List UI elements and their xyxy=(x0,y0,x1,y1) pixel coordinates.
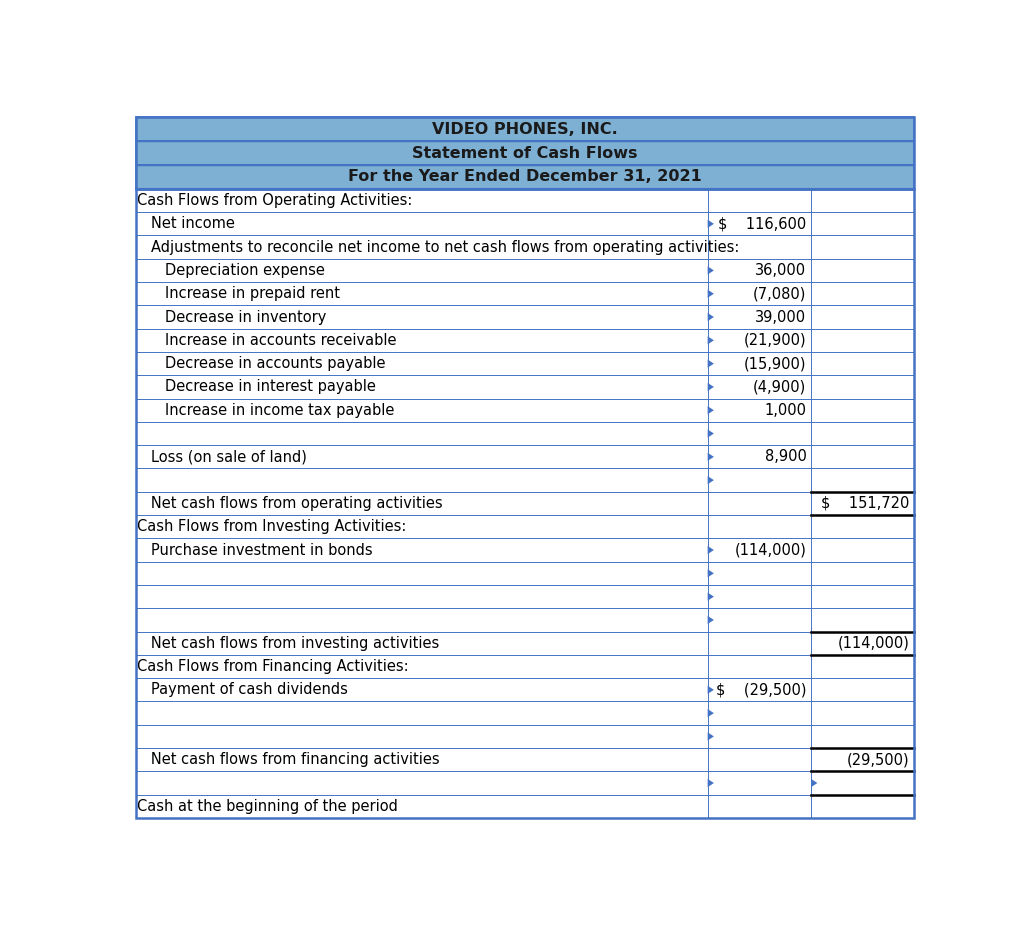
Polygon shape xyxy=(708,219,714,228)
Bar xyxy=(136,189,913,212)
Text: (21,900): (21,900) xyxy=(743,332,807,348)
Bar xyxy=(136,306,913,329)
Bar xyxy=(136,795,913,818)
Bar xyxy=(136,118,913,141)
Text: Increase in prepaid rent: Increase in prepaid rent xyxy=(165,286,340,301)
Text: Cash at the beginning of the period: Cash at the beginning of the period xyxy=(137,799,398,814)
Text: (7,080): (7,080) xyxy=(753,286,807,301)
Bar xyxy=(136,632,913,655)
Text: Purchase investment in bonds: Purchase investment in bonds xyxy=(152,543,373,557)
Bar xyxy=(136,469,913,492)
Polygon shape xyxy=(708,779,714,787)
Bar xyxy=(136,515,913,538)
Text: (4,900): (4,900) xyxy=(754,380,807,394)
Text: $    151,720: $ 151,720 xyxy=(821,496,909,511)
Bar xyxy=(136,212,913,235)
Polygon shape xyxy=(708,569,714,578)
Bar xyxy=(136,258,913,282)
Polygon shape xyxy=(708,546,714,554)
Bar xyxy=(136,725,913,748)
Bar xyxy=(136,608,913,632)
Text: (114,000): (114,000) xyxy=(734,543,807,557)
Polygon shape xyxy=(708,686,714,694)
Bar xyxy=(136,189,913,818)
Polygon shape xyxy=(708,732,714,741)
Polygon shape xyxy=(708,476,714,484)
Text: $    116,600: $ 116,600 xyxy=(718,217,807,232)
Bar xyxy=(136,165,913,189)
Polygon shape xyxy=(811,779,817,787)
Text: Net cash flows from operating activities: Net cash flows from operating activities xyxy=(137,496,443,511)
Bar xyxy=(136,492,913,515)
Text: 39,000: 39,000 xyxy=(756,309,807,324)
Bar xyxy=(136,398,913,422)
Polygon shape xyxy=(708,359,714,368)
Text: Increase in accounts receivable: Increase in accounts receivable xyxy=(165,332,396,348)
Text: Adjustments to reconcile net income to net cash flows from operating activities:: Adjustments to reconcile net income to n… xyxy=(152,240,739,255)
Bar xyxy=(136,235,913,258)
Polygon shape xyxy=(708,593,714,601)
Text: For the Year Ended December 31, 2021: For the Year Ended December 31, 2021 xyxy=(348,169,701,184)
Bar xyxy=(136,375,913,398)
Text: 8,900: 8,900 xyxy=(765,449,807,464)
Text: (29,500): (29,500) xyxy=(847,752,909,768)
Polygon shape xyxy=(708,267,714,274)
Text: (15,900): (15,900) xyxy=(744,357,807,371)
Text: $    (29,500): $ (29,500) xyxy=(716,682,807,697)
Text: Payment of cash dividends: Payment of cash dividends xyxy=(152,682,348,697)
Text: Net cash flows from financing activities: Net cash flows from financing activities xyxy=(137,752,440,768)
Bar xyxy=(136,352,913,375)
Polygon shape xyxy=(708,430,714,438)
Bar xyxy=(136,655,913,678)
Polygon shape xyxy=(708,407,714,414)
Polygon shape xyxy=(708,382,714,391)
Text: Decrease in inventory: Decrease in inventory xyxy=(165,309,327,324)
Bar xyxy=(136,538,913,562)
Bar xyxy=(136,445,913,469)
Text: Depreciation expense: Depreciation expense xyxy=(165,263,325,278)
Text: Increase in income tax payable: Increase in income tax payable xyxy=(165,403,394,418)
Text: Net income: Net income xyxy=(152,217,236,232)
Polygon shape xyxy=(708,336,714,344)
Text: Cash Flows from Financing Activities:: Cash Flows from Financing Activities: xyxy=(137,659,409,674)
Text: Cash Flows from Investing Activities:: Cash Flows from Investing Activities: xyxy=(137,519,407,534)
Bar xyxy=(136,702,913,725)
Bar xyxy=(136,141,913,165)
Polygon shape xyxy=(708,290,714,298)
Polygon shape xyxy=(708,453,714,461)
Bar xyxy=(136,585,913,608)
Polygon shape xyxy=(708,313,714,321)
Text: Decrease in accounts payable: Decrease in accounts payable xyxy=(165,357,386,371)
Bar xyxy=(136,282,913,306)
Text: Loss (on sale of land): Loss (on sale of land) xyxy=(152,449,307,464)
Text: 1,000: 1,000 xyxy=(765,403,807,418)
Bar xyxy=(136,422,913,445)
Bar xyxy=(136,678,913,702)
Bar xyxy=(136,118,913,189)
Polygon shape xyxy=(708,709,714,718)
Text: Decrease in interest payable: Decrease in interest payable xyxy=(165,380,376,394)
Bar xyxy=(136,562,913,585)
Text: 36,000: 36,000 xyxy=(756,263,807,278)
Text: (114,000): (114,000) xyxy=(838,636,909,651)
Text: VIDEO PHONES, INC.: VIDEO PHONES, INC. xyxy=(432,121,617,137)
Text: Cash Flows from Operating Activities:: Cash Flows from Operating Activities: xyxy=(137,193,413,208)
Polygon shape xyxy=(708,616,714,624)
Bar xyxy=(136,329,913,352)
Bar xyxy=(136,748,913,771)
Bar xyxy=(136,771,913,795)
Text: Statement of Cash Flows: Statement of Cash Flows xyxy=(412,145,638,160)
Text: Net cash flows from investing activities: Net cash flows from investing activities xyxy=(137,636,439,651)
